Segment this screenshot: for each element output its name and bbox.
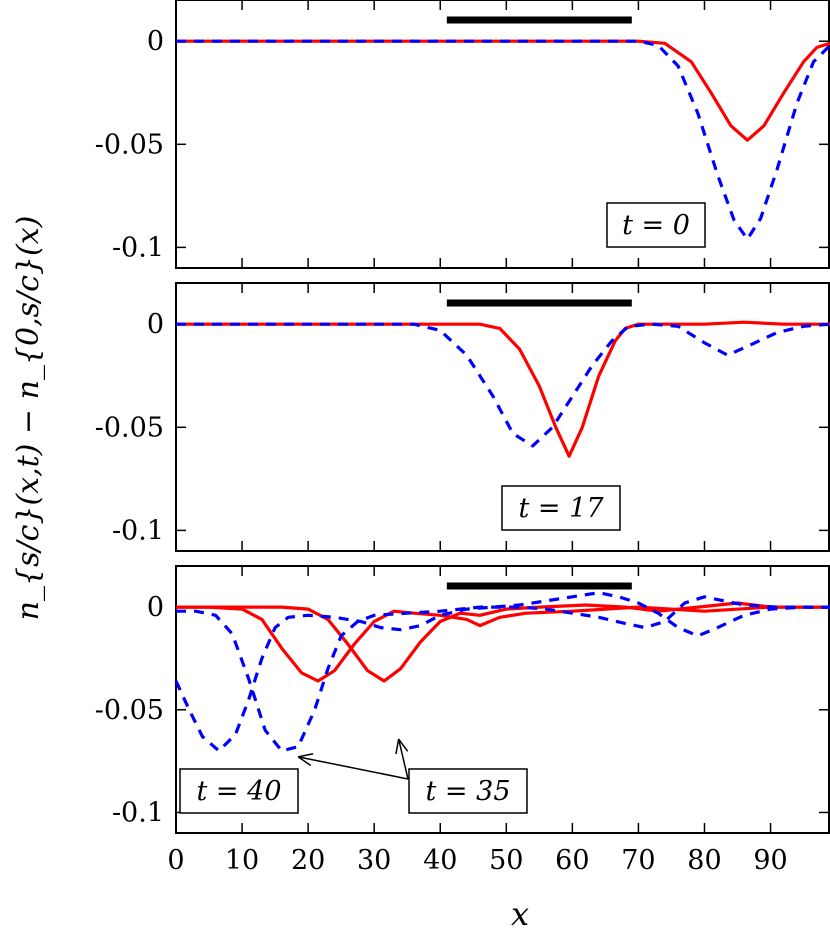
dashed-series-line — [176, 595, 830, 753]
x-tick-label: 10 — [225, 845, 259, 876]
dashed-series-line — [176, 322, 830, 448]
time-label-box — [501, 485, 621, 531]
y-tick-label: -0.05 — [95, 695, 164, 726]
solid-series-line — [176, 320, 830, 458]
time-label: t = 40 — [197, 776, 282, 807]
y-tick-label: 0 — [147, 309, 164, 340]
time-label: t = 17 — [519, 493, 605, 524]
y-tick-label: 0 — [147, 592, 164, 623]
y-axis-label: n_{s/c}(x,t) − n_{0,s/c}(x) — [11, 216, 46, 621]
time-label-box — [179, 768, 299, 814]
y-tick-label: -0.1 — [112, 515, 164, 546]
x-tick-label: 60 — [555, 845, 589, 876]
dashed-series-line — [176, 39, 830, 241]
time-label: t = 0 — [622, 210, 690, 241]
annotation-arrow-head — [395, 738, 409, 755]
panel-1-frame — [175, 0, 830, 269]
y-tick-label: -0.1 — [112, 797, 164, 828]
x-tick-label: 30 — [357, 845, 391, 876]
x-tick-label: 70 — [621, 845, 655, 876]
panels-group: 0 -0.05 -0.1 t = 0 0 -0.05 -0.1 t = 17 0 -0.05 -0.… — [95, 0, 830, 876]
solid-series-line — [176, 601, 830, 683]
time-label-box — [408, 768, 528, 814]
x-tick-label: 0 — [167, 845, 184, 876]
solid-series-line — [176, 39, 830, 142]
panel-2-frame — [175, 282, 830, 552]
time-label: t = 35 — [426, 776, 511, 807]
panel-3-frame — [175, 565, 830, 834]
annotation-arrow-head — [297, 752, 314, 767]
x-tick-label: 80 — [687, 845, 721, 876]
x-axis-label: x — [511, 895, 529, 931]
time-label-box — [606, 202, 706, 248]
solid-series-line — [176, 605, 830, 683]
x-tick-label: 40 — [423, 845, 457, 876]
y-tick-label: -0.1 — [112, 232, 164, 263]
y-tick-label: -0.05 — [95, 129, 164, 160]
dashed-series-line — [174, 591, 830, 753]
x-tick-label: 50 — [489, 845, 523, 876]
y-tick-label: -0.05 — [95, 412, 164, 443]
x-tick-label: 90 — [753, 845, 787, 876]
annotation-arrow-line — [397, 738, 409, 780]
x-tick-label: 20 — [291, 845, 325, 876]
annotation-arrow-line — [298, 756, 409, 780]
y-tick-label: 0 — [147, 26, 164, 57]
